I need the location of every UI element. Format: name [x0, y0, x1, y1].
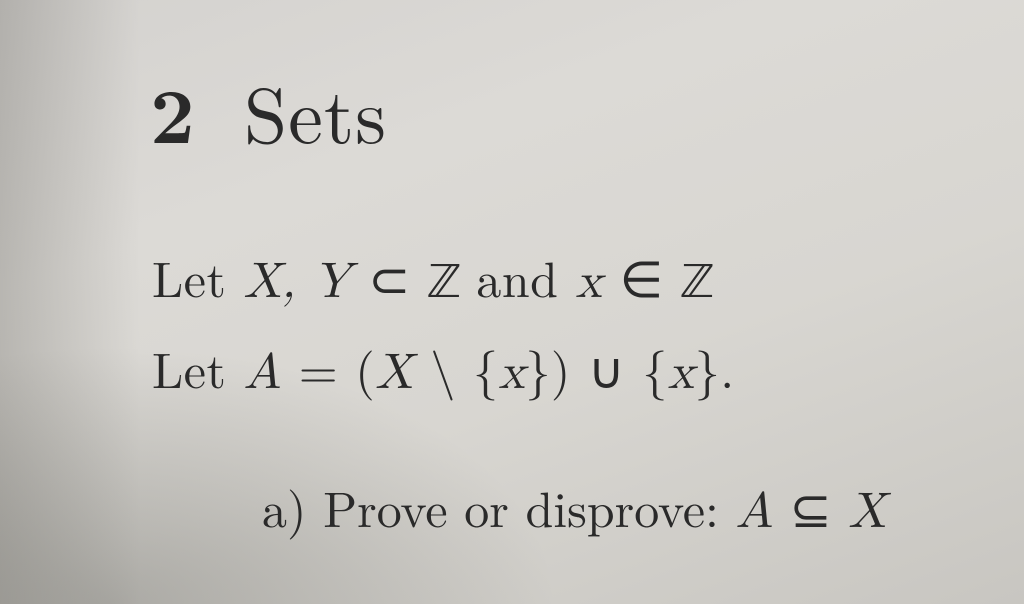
text-let-1: Let	[152, 241, 244, 312]
math-x-2: x	[668, 348, 695, 398]
document-page: 2 Sets Let X, Y ⊂ ℤ and x ∈ ℤ Let A = (X…	[0, 0, 1024, 604]
claim-subset: ⊆	[773, 471, 848, 542]
text-and: and	[459, 241, 575, 312]
setup-line-1: Let X, Y ⊂ ℤ and x ∈ ℤ	[152, 237, 944, 324]
math-x-elem: x	[576, 257, 603, 307]
math-equals-open: = (	[282, 332, 376, 403]
claim-A: A	[736, 487, 774, 537]
math-Z-1: ℤ	[428, 259, 459, 309]
section-title: Sets	[244, 55, 387, 166]
part-a-text: Prove or disprove:	[306, 471, 735, 542]
text-let-2: Let	[152, 332, 244, 403]
problem-setup: Let X, Y ⊂ ℤ and x ∈ ℤ Let A = (X \ {x})…	[152, 237, 944, 552]
setup-line-2: Let A = (X \ {x}) ∪ {x}.	[152, 328, 944, 413]
math-A-def: A	[244, 348, 282, 398]
math-x-1: x	[499, 348, 526, 398]
section-number: 2	[150, 56, 196, 167]
math-XY: X, Y	[244, 257, 352, 307]
math-close-period: }.	[695, 332, 735, 403]
math-X: X	[375, 348, 413, 398]
math-subset: ⊂	[351, 241, 428, 312]
math-in: ∈	[602, 241, 680, 312]
math-Z-2: ℤ	[681, 259, 712, 309]
math-close-union-open: }) ∪ {	[525, 332, 667, 403]
math-setminus-open: \ {	[413, 332, 498, 403]
part-a: a) Prove or disprove: A ⊆ X	[262, 467, 944, 552]
claim-X: X	[848, 487, 886, 537]
part-label-a: a)	[262, 471, 306, 542]
section-heading: 2 Sets	[150, 55, 944, 167]
